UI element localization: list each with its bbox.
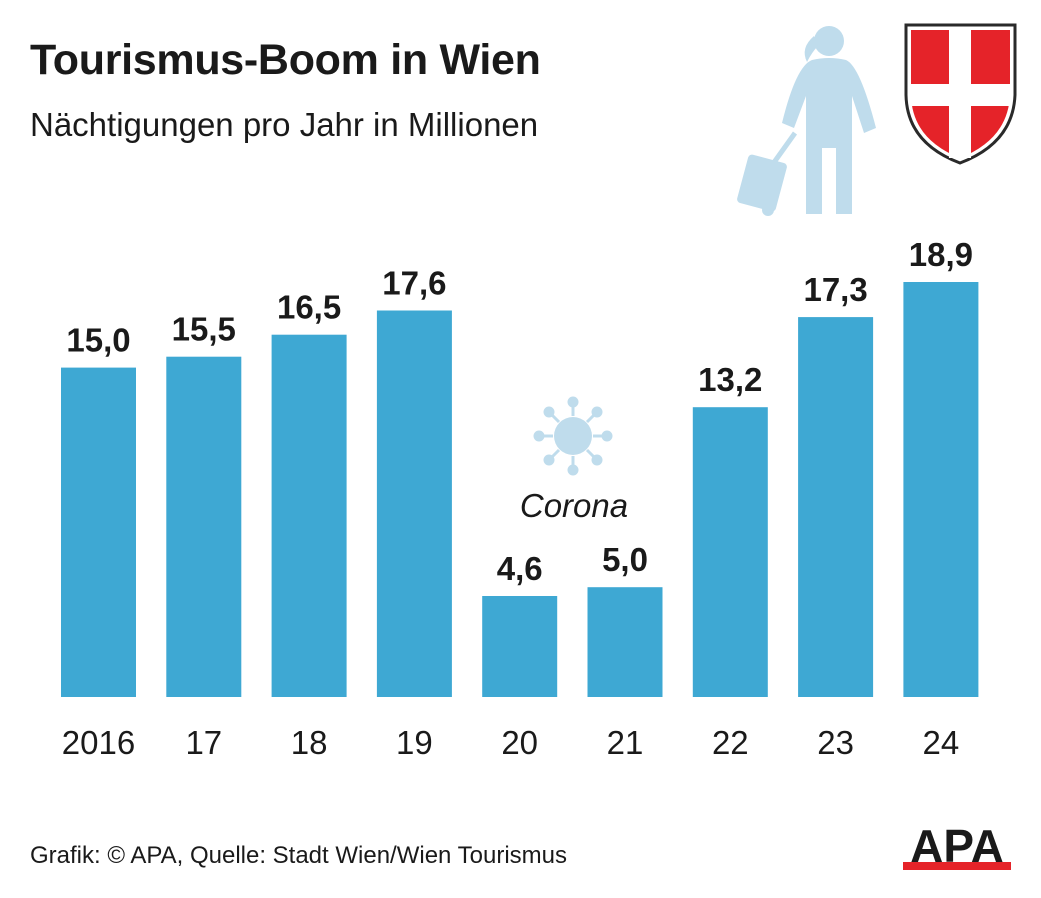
value-labels-group: 15,0 15,5 16,5 17,6 4,6 5,0 13,2 17,3 18,9 [66,236,973,587]
bar-18 [271,334,347,697]
bar-23 [798,317,874,697]
bar-24 [903,282,979,697]
x-tick-label-23: 23 [817,724,854,761]
apa-logo: APA [903,820,1011,872]
bar-22 [692,407,768,697]
chart-subtitle: Nächtigungen pro Jahr in Millionen [30,106,539,143]
bar-21 [587,587,663,697]
x-tick-label-22: 22 [712,724,749,761]
x-tick-label-2016: 2016 [62,724,135,761]
x-tick-label-18: 18 [291,724,328,761]
bar-17 [166,356,242,697]
bar-20 [482,596,558,697]
x-tick-label-19: 19 [396,724,433,761]
chart-title: Tourismus-Boom in Wien [30,36,541,84]
bar-2016 [61,367,136,697]
value-label-23: 17,3 [803,271,867,308]
x-tick-label-20: 20 [501,724,538,761]
x-tick-label-21: 21 [607,724,644,761]
bars-group [61,282,979,697]
source-credit: Grafik: © APA, Quelle: Stadt Wien/Wien T… [30,842,567,869]
value-label-21: 5,0 [602,541,648,578]
value-label-20: 4,6 [497,550,543,587]
x-tick-label-17: 17 [185,724,222,761]
value-label-17: 15,5 [172,311,236,348]
x-tick-label-24: 24 [923,724,960,761]
traveler-icon [737,26,876,216]
value-label-24: 18,9 [909,236,973,273]
value-label-22: 13,2 [698,361,762,398]
corona-annotation: Corona [520,487,628,524]
value-label-18: 16,5 [277,289,341,326]
x-tick-labels-group: 2016 17 18 19 20 21 22 23 24 [62,724,959,761]
value-label-19: 17,6 [382,265,446,302]
apa-logo-bar [903,862,1011,870]
value-label-2016: 15,0 [66,322,130,359]
vienna-coat-of-arms-icon [904,23,1017,165]
virus-icon [533,396,613,476]
bar-19 [376,310,452,697]
